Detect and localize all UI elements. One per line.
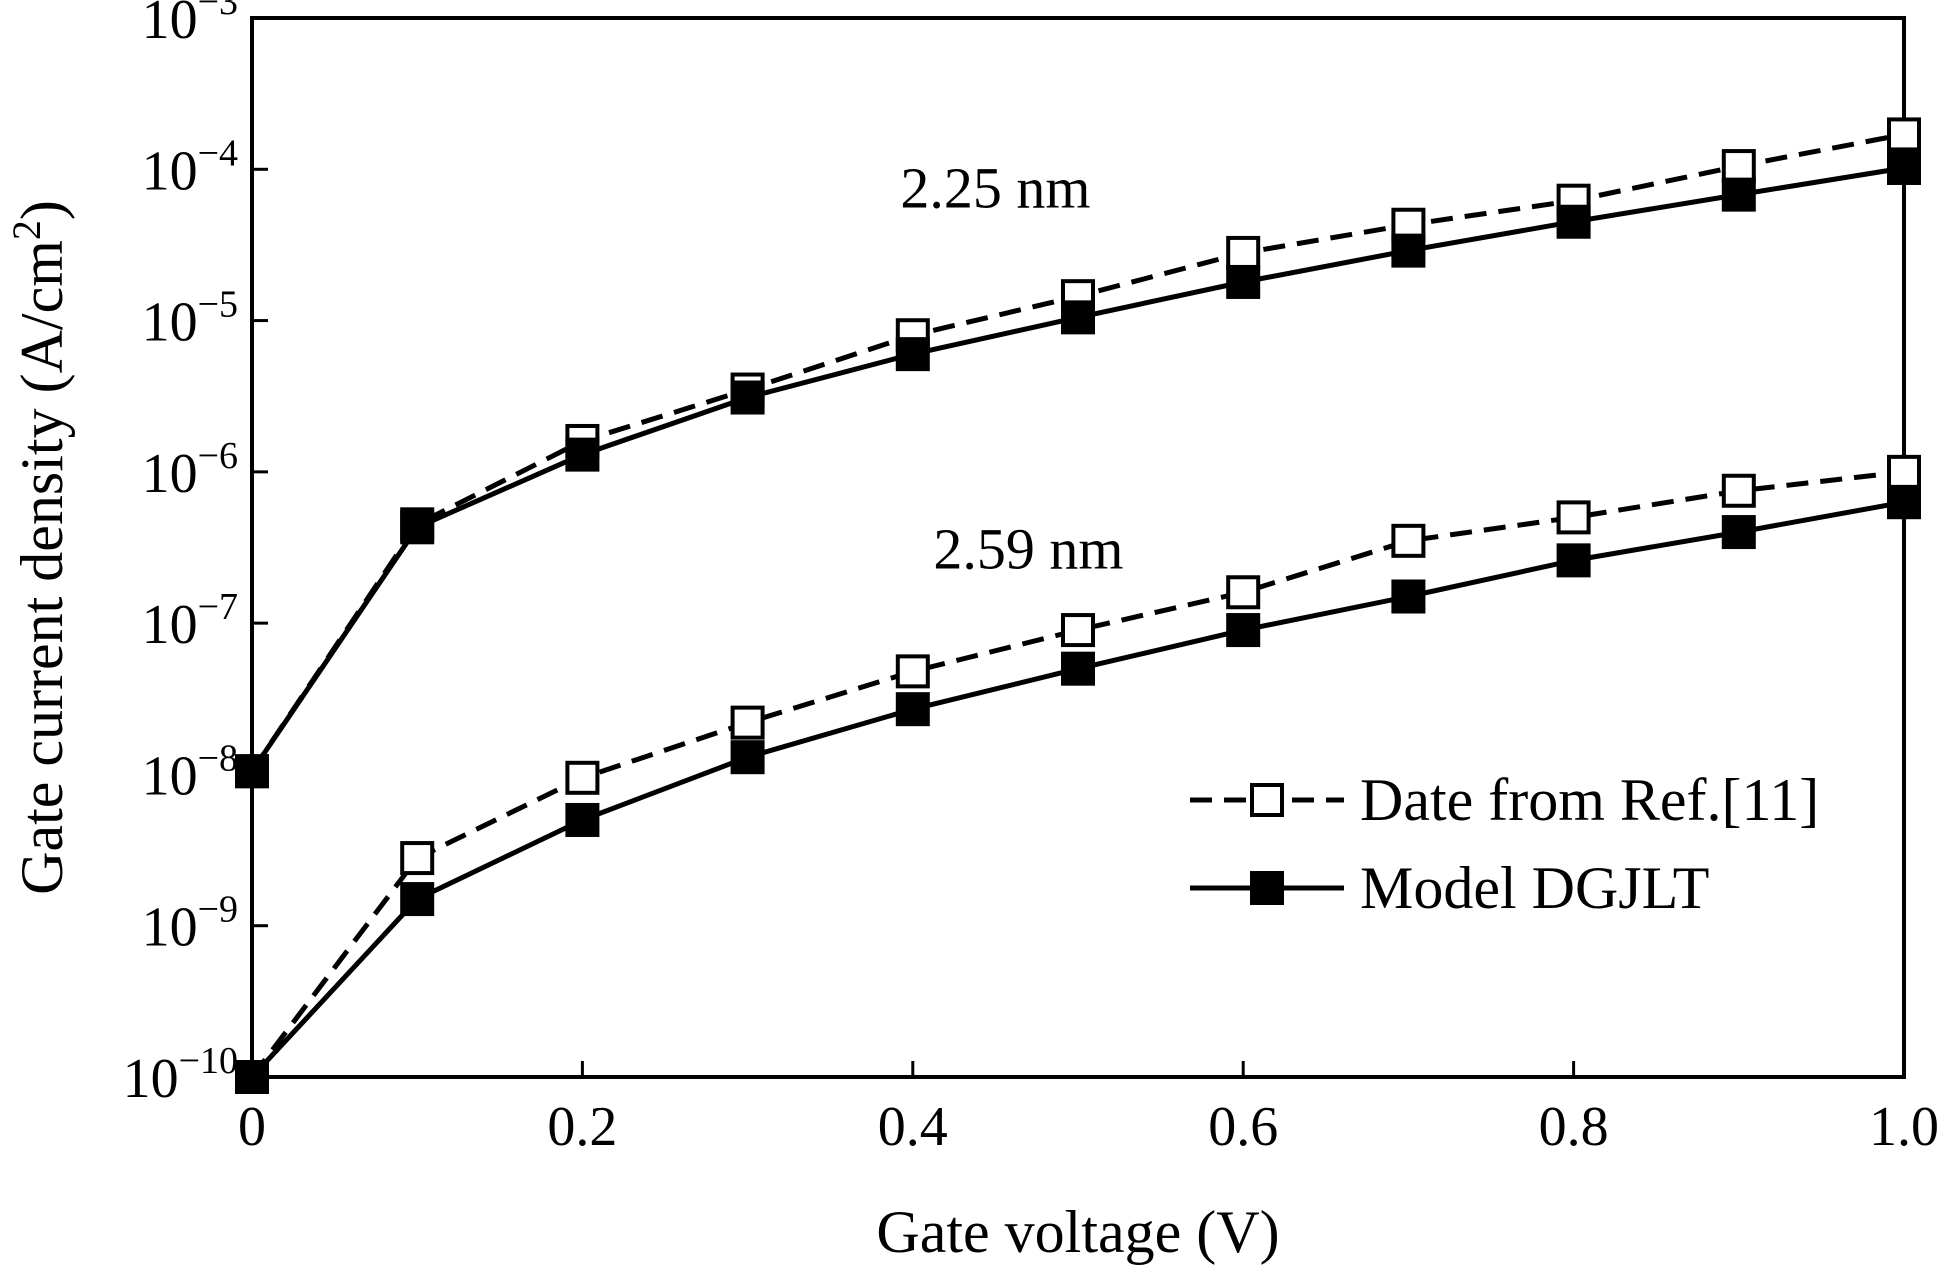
y-tick-label: 10−7 — [142, 586, 238, 656]
legend-item: Date from Ref.[11] — [1190, 767, 1819, 833]
series-3 — [235, 485, 1921, 1094]
annotation-label: 2.25 nm — [900, 155, 1090, 220]
data-point-open-square — [400, 841, 435, 876]
x-tick-label: 1.0 — [1869, 1096, 1939, 1158]
y-tick-exponent: −9 — [198, 889, 238, 931]
data-point-filled-square — [730, 380, 765, 415]
y-tick-base: 10 — [142, 0, 198, 51]
y-axis-title: Gate current density (A/cm2) — [4, 200, 75, 895]
data-point-filled-square — [1061, 651, 1095, 686]
y-tick-label: 10−3 — [142, 0, 238, 51]
data-point-filled-square — [235, 754, 269, 789]
data-point-filled-square — [565, 802, 600, 837]
plot-layer: 0 0.2 0.4 0.6 0.8 1.010−310−410−510−610−710−8… — [4, 0, 1939, 1265]
data-point-open-square — [1721, 473, 1756, 508]
y-tick-exponent: −7 — [198, 586, 238, 628]
data-point-filled-square — [895, 337, 930, 372]
legend-marker-filled-square — [1250, 871, 1284, 905]
data-point-filled-square — [1226, 264, 1261, 299]
y-axis-title-superscript: 2 — [4, 220, 49, 240]
y-tick-base: 10 — [142, 443, 198, 505]
data-point-filled-square — [1061, 300, 1095, 335]
series-1 — [235, 150, 1921, 789]
y-tick-base: 10 — [142, 292, 198, 354]
data-point-open-square — [895, 654, 930, 689]
y-tick-base: 10 — [142, 745, 198, 807]
y-tick-label: 10−4 — [142, 132, 238, 202]
y-tick-base: 10 — [142, 897, 198, 959]
data-point-open-square — [1887, 117, 1921, 152]
data-point-open-square — [1887, 454, 1921, 489]
y-tick-base: 10 — [142, 594, 198, 656]
data-point-filled-square — [565, 437, 600, 472]
y-tick-label: 10−5 — [142, 284, 238, 354]
data-point-filled-square — [1226, 613, 1261, 648]
y-tick-base: 10 — [142, 140, 198, 202]
data-point-open-square — [1556, 500, 1591, 535]
data-point-open-square — [1061, 613, 1095, 648]
data-point-filled-square — [1887, 150, 1921, 185]
y-tick-label: 10−9 — [142, 889, 238, 959]
data-point-open-square — [1226, 235, 1261, 270]
y-tick-exponent: −6 — [198, 435, 238, 477]
data-point-open-square — [730, 705, 765, 740]
x-tick-label: 0.8 — [1539, 1096, 1609, 1158]
data-point-filled-square — [400, 882, 435, 917]
data-point-open-square — [1226, 575, 1261, 610]
legend-label: Model DGJLT — [1360, 855, 1709, 921]
data-point-filled-square — [400, 510, 435, 545]
legend: Date from Ref.[11] Model DGJLT — [1190, 767, 1819, 921]
data-point-open-square — [1721, 149, 1756, 184]
y-axis-title-close: ) — [9, 200, 75, 220]
series-line — [250, 469, 1905, 1079]
annotation-label: 2.59 nm — [933, 516, 1123, 581]
data-point-filled-square — [730, 740, 765, 775]
y-tick-exponent: −10 — [179, 1040, 238, 1082]
x-tick-label: 0 — [238, 1096, 266, 1158]
data-point-filled-square — [1391, 579, 1426, 614]
y-tick-exponent: −8 — [198, 737, 238, 779]
plot-frame — [250, 16, 1906, 1079]
x-tick-label: 0.2 — [547, 1096, 617, 1158]
y-tick-label: 10−8 — [142, 737, 238, 807]
x-tick-label: 0.4 — [878, 1096, 948, 1158]
y-tick-label: 10−6 — [142, 435, 238, 505]
y-tick-exponent: −3 — [198, 0, 238, 23]
data-point-open-square — [1391, 523, 1426, 558]
data-point-filled-square — [1391, 233, 1426, 268]
data-point-filled-square — [235, 1060, 269, 1094]
y-tick-base: 10 — [123, 1048, 179, 1110]
y-tick-label: 10−10 — [123, 1040, 238, 1110]
legend-marker-open-square — [1250, 783, 1284, 817]
series-2 — [235, 454, 1921, 1094]
y-tick-exponent: −4 — [198, 132, 238, 174]
data-point-filled-square — [1887, 485, 1921, 520]
x-axis-title: Gate voltage (V) — [876, 1199, 1279, 1265]
data-point-open-square — [565, 760, 600, 795]
data-point-filled-square — [1721, 515, 1756, 550]
data-point-filled-square — [895, 692, 930, 727]
data-point-filled-square — [1556, 543, 1591, 578]
legend-item: Model DGJLT — [1190, 855, 1709, 921]
x-tick-label: 0.6 — [1208, 1096, 1278, 1158]
y-tick-exponent: −5 — [198, 284, 238, 326]
y-axis-title-main: Gate current density (A/cm — [9, 240, 75, 895]
data-point-filled-square — [1721, 177, 1756, 212]
legend-label: Date from Ref.[11] — [1360, 767, 1819, 833]
data-point-filled-square — [1556, 204, 1591, 239]
